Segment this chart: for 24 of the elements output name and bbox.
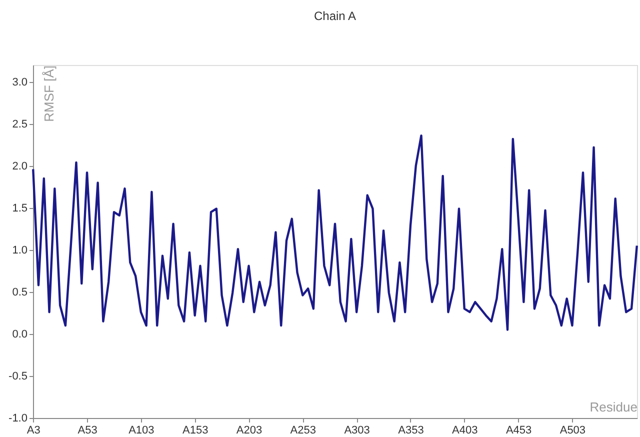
y-tick-label: -1.0 bbox=[8, 412, 28, 424]
y-tick-label: 1.0 bbox=[12, 244, 28, 256]
x-tick-label: A203 bbox=[236, 424, 262, 436]
x-axis-title: Residue bbox=[590, 400, 638, 414]
x-tick-label: A403 bbox=[452, 424, 478, 436]
x-tick-label: A503 bbox=[560, 424, 586, 436]
y-tick-label: 3.0 bbox=[12, 76, 28, 88]
x-tick-label: A453 bbox=[506, 424, 532, 436]
chart-title: Chain A bbox=[314, 9, 356, 23]
line-series bbox=[32, 134, 638, 331]
x-tick-label: A303 bbox=[344, 424, 370, 436]
y-tick-label: 0.5 bbox=[12, 286, 28, 298]
y-tick-label: 2.0 bbox=[12, 160, 28, 172]
x-tick-label: A3 bbox=[26, 424, 40, 436]
x-tick-label: A103 bbox=[128, 424, 154, 436]
x-tick-label: A253 bbox=[290, 424, 316, 436]
y-tick-label: 2.5 bbox=[12, 118, 28, 130]
y-tick-label: 1.5 bbox=[12, 202, 28, 214]
y-tick-label: -0.5 bbox=[8, 370, 28, 382]
x-tick-label: A53 bbox=[78, 424, 98, 436]
x-tick-label: A353 bbox=[398, 424, 424, 436]
y-axis-title: RMSF [Å] bbox=[42, 66, 56, 122]
y-tick-label: 0.0 bbox=[12, 328, 28, 340]
x-tick-label: A153 bbox=[182, 424, 208, 436]
